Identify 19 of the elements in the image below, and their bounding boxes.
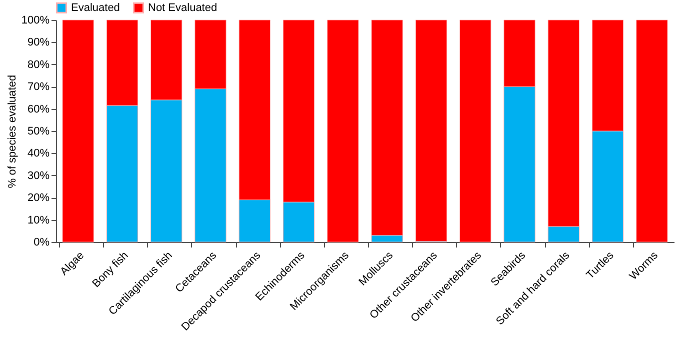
bar — [636, 20, 668, 242]
legend-label: Evaluated — [71, 2, 120, 14]
y-tick-label: 50% — [27, 126, 50, 138]
y-tick-label: 0% — [34, 236, 50, 248]
y-tick-label: 100% — [21, 14, 50, 26]
bar — [460, 20, 492, 242]
y-tick-label: 10% — [27, 214, 50, 226]
y-tick-label: 30% — [27, 170, 50, 182]
bar — [415, 20, 448, 242]
bar — [327, 20, 359, 242]
y-tick-label: 90% — [27, 36, 50, 49]
y-axis-title: % of species evaluated — [6, 74, 18, 188]
legend-label: Not Evaluated — [148, 2, 218, 14]
y-tick-label: 70% — [27, 81, 50, 94]
y-tick-label: 80% — [27, 58, 50, 71]
bar — [62, 20, 94, 242]
y-tick-label: 40% — [27, 148, 50, 160]
y-tick-label: 20% — [27, 192, 50, 204]
y-tick-label: 60% — [27, 103, 50, 116]
